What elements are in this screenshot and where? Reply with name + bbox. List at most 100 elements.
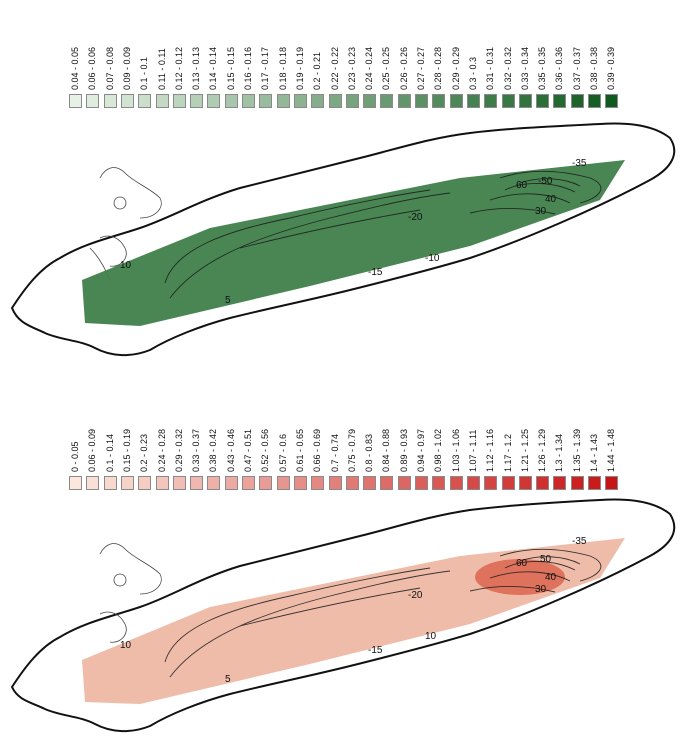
legend-item: 0.29 - 0.29 (447, 8, 467, 108)
legend-label: 0.36 - 0.36 (554, 46, 565, 90)
legend-swatch (138, 94, 152, 108)
legend-item: 0.27 - 0.27 (412, 8, 432, 108)
depth-label: -10 (425, 253, 440, 264)
legend-swatch (449, 476, 463, 490)
legend-swatch (276, 94, 290, 108)
legend-label: 1.03 - 1.06 (450, 428, 461, 472)
legend-label: 0.37 - 0.37 (571, 46, 582, 90)
legend-item: 0.31 - 0.31 (481, 8, 501, 108)
legend-swatch (242, 94, 255, 108)
depth-label: 5 (225, 674, 231, 685)
legend-label: 1.35 - 1.39 (571, 428, 582, 472)
legend-item: 1.26 - 1.29 (533, 390, 553, 490)
legend-item: 0.37 - 0.37 (568, 8, 588, 108)
legend-label: 0.61 - 0.65 (294, 428, 305, 472)
legend-swatch (172, 94, 186, 108)
legend-item: 0.57 - 0.6 (274, 390, 294, 490)
legend-label: 0.7 - 0.74 (329, 433, 340, 472)
legend-label: 0.14 - 0.14 (208, 46, 219, 90)
legend-item: 0.61 - 0.65 (291, 390, 311, 490)
legend-item: 0.06 - 0.06 (83, 8, 103, 108)
legend-label: 0.06 - 0.06 (87, 46, 98, 90)
legend-label: 0.94 - 0.97 (416, 428, 426, 472)
legend-item: 0.09 - 0.09 (118, 8, 138, 108)
legend-swatch (190, 476, 204, 490)
legend-swatch (172, 476, 186, 490)
legend-swatch (380, 94, 394, 108)
legend-item: 0.1 - 0.14 (101, 390, 121, 490)
depth-label: 60 (516, 558, 528, 569)
legend-item: 0.8 - 0.83 (360, 390, 380, 490)
legend-item: 0.14 - 0.14 (204, 8, 224, 108)
legend-item: 0.29 - 0.32 (170, 390, 190, 490)
legend-label: 0.29 - 0.32 (173, 428, 184, 472)
legend-label: 0.15 - 0.15 (225, 46, 236, 90)
legend-label: 0.75 - 0.79 (346, 428, 357, 472)
legend-label: 0.1 - 0.1 (139, 56, 150, 90)
legend-item: 0.26 - 0.26 (395, 8, 415, 108)
legend-swatch (138, 476, 152, 490)
legend-swatch (570, 94, 584, 108)
depth-label: -20 (408, 212, 423, 223)
legend-label: 0.98 - 1.02 (433, 428, 444, 472)
legend-swatch (69, 476, 82, 490)
legend-label: 0.2 - 0.23 (139, 433, 150, 472)
legend-label: 0.43 - 0.46 (225, 428, 236, 472)
legend-item: 0.32 - 0.32 (499, 8, 519, 108)
legend-item: 0.94 - 0.97 (412, 390, 432, 490)
legend-swatch (276, 476, 290, 490)
legend-label: 1.3 - 1.34 (554, 433, 565, 472)
legend-label: 0.38 - 0.42 (208, 428, 219, 472)
legend-swatch (120, 476, 134, 490)
legend-swatch (86, 476, 100, 490)
legend-item: 0.52 - 0.56 (256, 390, 276, 490)
legend-item: 0.33 - 0.34 (516, 8, 536, 108)
legend-label: 0.52 - 0.56 (260, 428, 271, 472)
legend-label: 0.32 - 0.32 (502, 46, 513, 90)
legend-item: 0.15 - 0.15 (222, 8, 242, 108)
lake-outline (10, 122, 676, 356)
legend-swatch (103, 476, 117, 490)
legend-label: 0.66 - 0.69 (312, 428, 323, 472)
legend-item: 0.36 - 0.36 (550, 8, 570, 108)
legend-label: 0.24 - 0.28 (156, 428, 167, 472)
legend-swatch (293, 476, 307, 490)
legend-label: 0.11 - 0.11 (156, 48, 167, 90)
legend-label: 0.06 - 0.09 (87, 428, 98, 472)
legend-swatch (380, 476, 394, 490)
legend-swatch (363, 94, 377, 108)
legend-label: 0.18 - 0.18 (277, 46, 288, 90)
legend-swatch (484, 94, 498, 108)
legend-swatch (207, 94, 221, 108)
legend-label: 1.21 - 1.25 (519, 428, 530, 472)
legend-label: 1.26 - 1.29 (537, 428, 548, 472)
legend-swatch (449, 94, 463, 108)
legend-swatch (501, 94, 515, 108)
legend-label: 1.07 - 1.11 (467, 429, 478, 472)
legend-item: 0.19 - 0.19 (291, 8, 311, 108)
legend-label: 0.1 - 0.14 (104, 433, 115, 472)
legend-item: 0.04 - 0.05 (66, 8, 86, 108)
legend-item: 1.21 - 1.25 (516, 390, 536, 490)
legend-label: 0.57 - 0.6 (277, 433, 288, 472)
legend-label: 0.04 - 0.05 (70, 46, 80, 90)
legend-label: 0.16 - 0.16 (243, 46, 253, 90)
legend-label: 0.33 - 0.37 (191, 428, 202, 472)
depth-label: 10 (120, 640, 132, 651)
legend-label: 0.09 - 0.09 (121, 46, 132, 90)
legend-item: 0.1 - 0.1 (135, 8, 155, 108)
legend-swatch (605, 94, 619, 108)
legend-item: 0.33 - 0.37 (187, 390, 207, 490)
depth-label: -20 (408, 590, 423, 601)
legend-swatch (536, 94, 550, 108)
legend-swatch (155, 476, 169, 490)
depth-label: 30 (535, 206, 547, 217)
legend-item: 0.75 - 0.79 (343, 390, 363, 490)
legend-swatch (345, 94, 359, 108)
legend-item: 0.2 - 0.21 (308, 8, 328, 108)
legend-item: 0.38 - 0.38 (585, 8, 605, 108)
lake-outline (10, 498, 676, 732)
value-surface (82, 160, 625, 326)
legend-swatch (536, 476, 550, 490)
legend-bottom: 0 - 0.05 0.06 - 0.09 0.1 - 0.14 0.15 - 0.19… (66, 390, 626, 490)
